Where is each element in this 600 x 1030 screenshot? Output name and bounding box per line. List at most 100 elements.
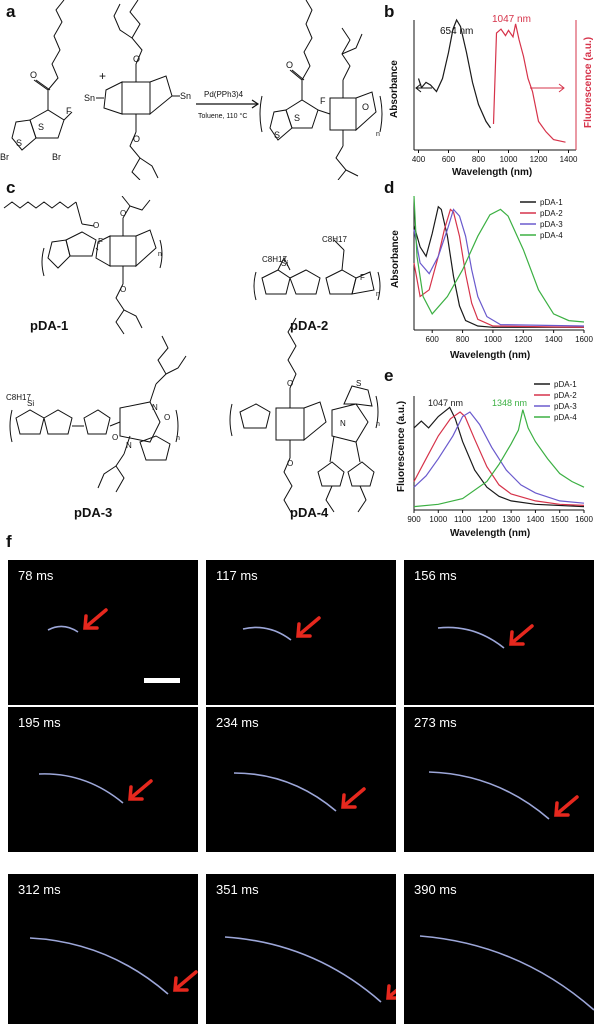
- conditions-text: Toluene, 110 °C: [198, 112, 247, 120]
- x-tick-label: 1400: [560, 155, 578, 164]
- video-frame: 312 ms: [8, 874, 198, 1024]
- atom-s-3: S: [294, 113, 300, 123]
- x-tick-label: 1300: [502, 515, 520, 524]
- video-frame: 273 ms: [404, 707, 594, 852]
- red-arrow-head: [554, 801, 570, 817]
- chart-e-ylabel: Fluorescence (a.u.): [396, 401, 407, 492]
- thiophene-ring-2: [11, 119, 37, 151]
- x-tick-label: 1100: [454, 515, 472, 524]
- series-line-pda-2: [413, 208, 585, 328]
- panel-label-b: b: [384, 2, 395, 21]
- series-line-pda-3: [413, 208, 585, 327]
- x-tick-label: 1400: [527, 515, 545, 524]
- subscript-n-a: n: [376, 131, 380, 138]
- frame-overlay: [29, 937, 198, 995]
- red-arrow-icon: [343, 787, 366, 807]
- legend-label: pDA-4: [540, 231, 563, 240]
- frame-timestamp: 312 ms: [18, 882, 61, 897]
- structures-panel: O F O O C8H17 Si C8H17 F C8H17 Si N N O …: [3, 196, 381, 515]
- atom-s-4: S: [274, 130, 280, 140]
- c-atom-o-1: O: [93, 221, 99, 230]
- c-atom-f-1: F: [98, 237, 103, 246]
- frame-overlay: [242, 616, 321, 641]
- video-frame: 390 ms: [404, 874, 594, 1024]
- c-subscript-n-3: n: [176, 435, 180, 442]
- c-c8h17-1: C8H17: [262, 255, 287, 264]
- plus-sign: +: [99, 69, 106, 83]
- red-arrow-icon: [511, 624, 534, 644]
- series-line-pda-3: [413, 411, 585, 504]
- fluorescent-trace: [47, 625, 79, 633]
- legend-label: pDA-1: [540, 198, 563, 207]
- fluorescent-trace: [29, 937, 169, 995]
- x-tick-label: 400: [412, 155, 426, 164]
- red-arrow-icon: [298, 616, 321, 636]
- chart-e: 900 1000 1100 1200 1300 1400 1500 1600 pDA-1pDA…: [396, 380, 593, 539]
- structure-label-pda-1: pDA-1: [30, 318, 69, 333]
- c-atom-o-6: O: [287, 379, 293, 388]
- atom-o-2: O: [133, 54, 140, 64]
- structure-label-pda-2: pDA-2: [290, 318, 329, 333]
- chart-b-ylabel-right: Fluorescence (a.u.): [583, 37, 594, 128]
- fluorescent-trace: [38, 773, 124, 804]
- c-atom-n-2: N: [126, 441, 132, 450]
- series-line-pda-4: [413, 409, 585, 508]
- video-frame: 195 ms: [8, 707, 198, 852]
- atom-sn-2: Sn: [180, 91, 191, 101]
- frame-timestamp: 78 ms: [18, 568, 54, 583]
- panel-label-f: f: [6, 532, 12, 551]
- structure-label-pda-4: pDA-4: [290, 505, 329, 520]
- atom-f-2: F: [320, 96, 326, 106]
- series-line-pda-1: [413, 205, 584, 328]
- panel-label-e: e: [384, 366, 394, 385]
- panel-label-c: c: [6, 178, 16, 197]
- x-tick-label: 1000: [429, 515, 447, 524]
- chart-b-annot-abs: 654 nm: [440, 26, 473, 37]
- x-tick-label: 600: [442, 155, 456, 164]
- legend-label: pDA-1: [554, 380, 577, 389]
- video-frame: 351 ms: [206, 874, 396, 1024]
- chart-e-legend: pDA-1 pDA-2 pDA-3 pDA-4: [534, 380, 577, 422]
- chart-d-ylabel: Absorbance: [390, 230, 401, 288]
- legend-label: pDA-3: [540, 220, 563, 229]
- c-subscript-n-1: n: [158, 251, 162, 258]
- c-c8h17-2: C8H17: [322, 235, 347, 244]
- c-atom-si-1: Si: [281, 259, 288, 268]
- chart-e-xlabel: Wavelength (nm): [450, 528, 530, 539]
- c-atom-n-1: N: [152, 403, 158, 412]
- frame-timestamp: 234 ms: [216, 715, 259, 730]
- red-arrow-head: [341, 793, 357, 809]
- c-atom-o-7: O: [287, 459, 293, 468]
- fluorescent-trace: [428, 771, 550, 820]
- atom-br-2: Br: [52, 152, 61, 162]
- x-tick-label: 1200: [514, 335, 532, 344]
- atom-s-1: S: [38, 122, 44, 132]
- x-tick-label: 1600: [575, 515, 593, 524]
- legend-label: pDA-4: [554, 413, 577, 422]
- frame-timestamp: 195 ms: [18, 715, 61, 730]
- chart-b-ylabel-left: Absorbance: [389, 60, 400, 118]
- chart-d: 600 800 1000 1200 1400 1600 pDA-1pDA-2pDA-3pD…: [390, 195, 593, 361]
- x-tick-label: 800: [472, 155, 486, 164]
- catalyst-text: Pd(PPh3)4: [204, 90, 244, 99]
- chart-d-xlabel: Wavelength (nm): [450, 350, 530, 361]
- fluorescent-trace: [224, 936, 382, 1003]
- frame-overlay: [419, 935, 594, 1011]
- x-tick-label: 800: [456, 335, 470, 344]
- c-atom-o-2: O: [120, 209, 126, 218]
- panel-label-a: a: [6, 2, 16, 21]
- reaction-scheme: S S O F Br Br Sn Sn O O + S S O F O n Pd…: [0, 0, 383, 180]
- video-frame: 234 ms: [206, 707, 396, 852]
- panel-label-d: d: [384, 178, 395, 197]
- c-atom-o-3: O: [120, 285, 126, 294]
- frame-overlay: [38, 773, 153, 804]
- fluorescent-trace: [419, 935, 594, 1011]
- video-frame: 156 ms: [404, 560, 594, 705]
- chart-b-annot-fl: 1047 nm: [492, 14, 531, 25]
- video-frame: 117 ms: [206, 560, 396, 705]
- c-atom-o-4: O: [164, 413, 170, 422]
- fluorescent-trace: [242, 626, 292, 641]
- atom-s-2: S: [16, 138, 22, 148]
- video-frame: 78 ms: [8, 560, 198, 705]
- atom-o-5: O: [362, 102, 369, 112]
